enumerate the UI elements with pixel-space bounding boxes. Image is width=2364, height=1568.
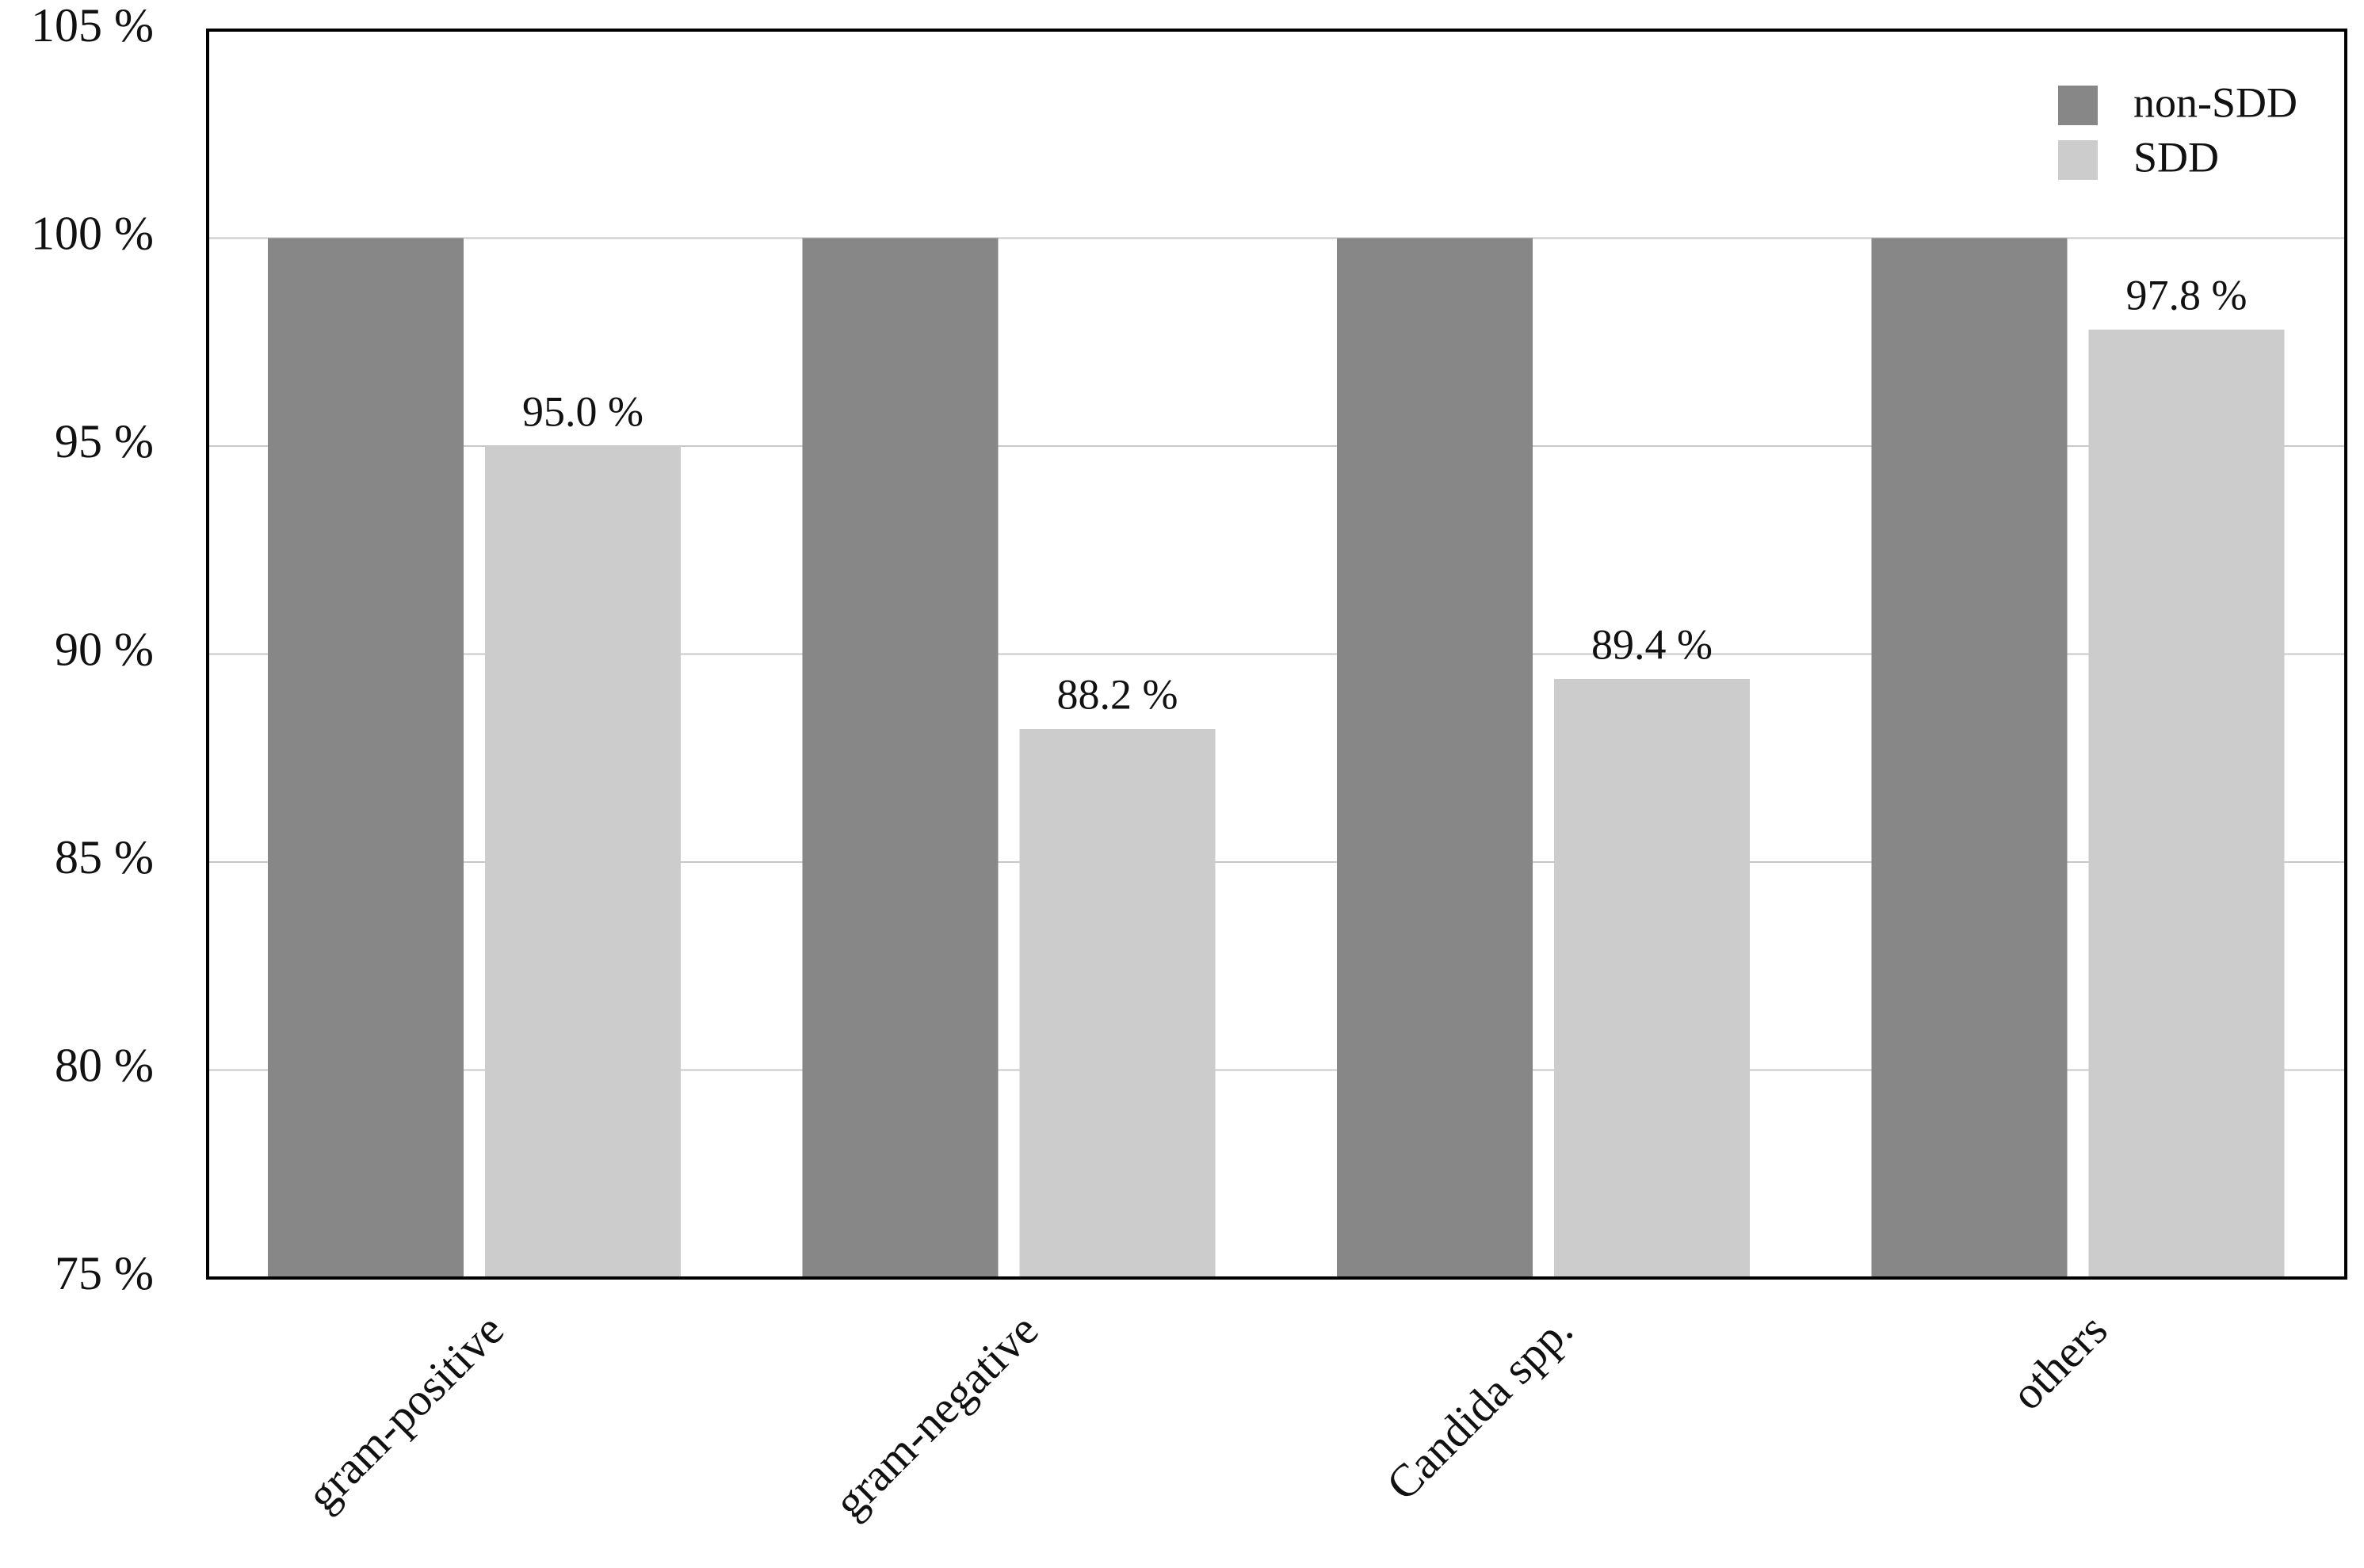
bar [485,446,681,1278]
y-tick-label: 80 % [55,1039,154,1091]
x-tick-label: gram-negative [824,1304,1048,1528]
value-label: 89.4 % [1591,620,1713,668]
value-label: 97.8 % [2126,271,2248,319]
bar [2088,330,2285,1278]
y-tick-label: 90 % [55,623,154,675]
legend-label: non-SDD [2133,78,2297,126]
y-tick-label: 105 % [31,0,154,52]
y-tick-label: 100 % [31,207,154,259]
bar [1019,729,1216,1278]
y-tick-label: 95 % [55,415,154,467]
y-tick-label: 85 % [55,831,154,883]
bar [802,238,999,1278]
value-label: 95.0 % [522,387,644,435]
bar [268,238,464,1278]
plot-frame [206,29,2347,1280]
bar [1871,238,2068,1278]
legend-swatch [2058,140,2098,180]
legend-label: SDD [2133,133,2219,181]
legend-swatch [2058,86,2098,125]
x-tick-label: gram-positive [296,1304,514,1521]
value-label: 88.2 % [1057,670,1178,718]
x-tick-label: others [2001,1304,2117,1420]
y-tick-label: 75 % [55,1247,154,1299]
bar [1337,238,1533,1278]
x-tick-label: Candida spp. [1377,1304,1583,1510]
bar [1554,679,1750,1278]
